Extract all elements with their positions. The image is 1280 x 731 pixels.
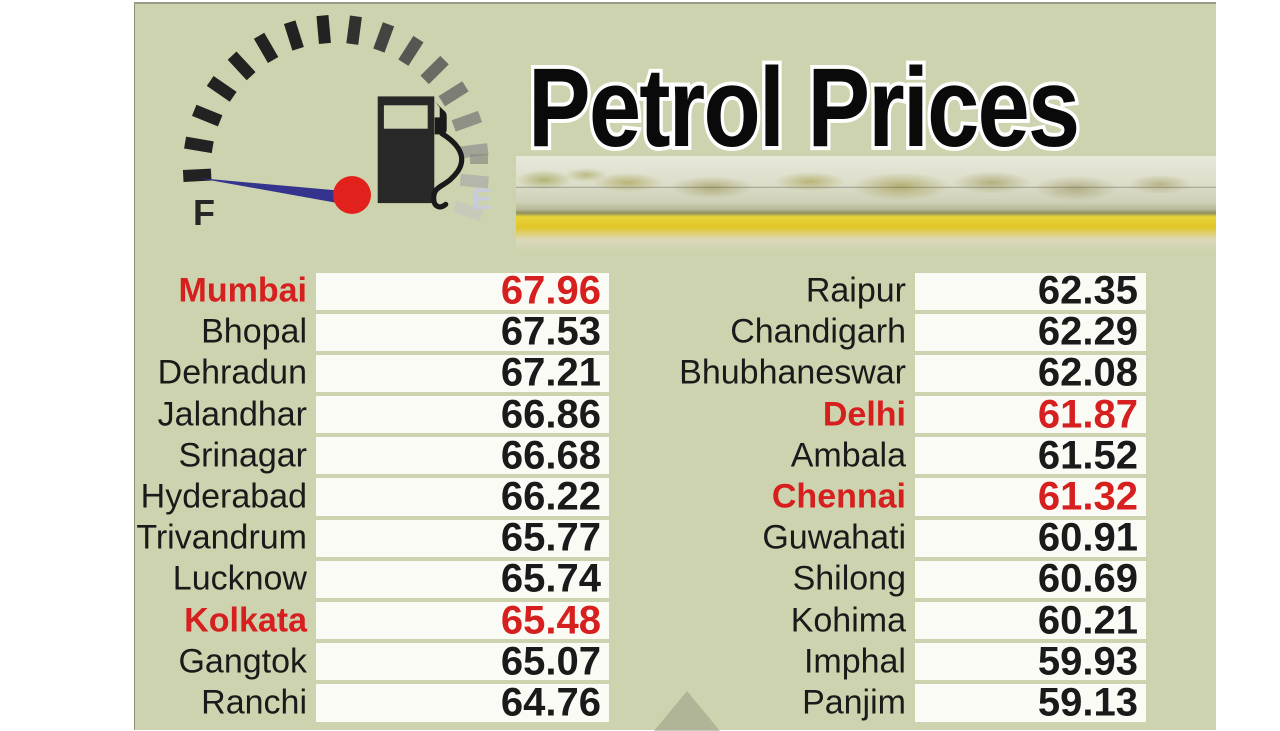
svg-text:E: E [472,183,492,216]
svg-text:F: F [193,192,215,233]
